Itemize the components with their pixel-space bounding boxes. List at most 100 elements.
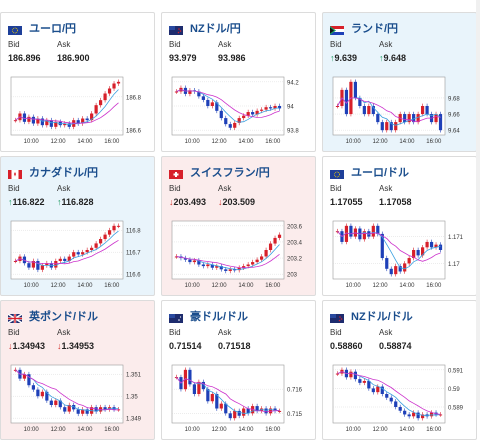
candle (264, 250, 268, 257)
pair-title-link[interactable]: ランド/円 (351, 23, 399, 35)
candle (54, 260, 58, 268)
candle (201, 264, 205, 267)
bid-label: Bid (169, 184, 181, 193)
candle (403, 263, 407, 272)
ask-label: Ask (57, 328, 71, 337)
candle (103, 234, 107, 240)
candle (425, 106, 429, 115)
candle (224, 269, 228, 271)
bid-value: ↓203.493 (169, 197, 206, 207)
rate-card-eurjpy[interactable]: ユーロ/円 Bid Ask 186.896 186.900 186.8 186.6 10:00… (0, 12, 155, 152)
candle (54, 400, 58, 405)
ma-long-line (176, 253, 280, 269)
rate-card-zarjpy[interactable]: ランド/円 Bid Ask ↑9.639 ↑9.648 9.68 9.66 9.64 10:00… (322, 12, 477, 152)
flag-icon (8, 166, 22, 179)
candle (219, 403, 223, 409)
x-tick-label: 10:00 (346, 139, 362, 145)
flag-icon (7, 310, 23, 324)
candle (90, 113, 94, 121)
rate-card-nzdjpy[interactable]: NZドル/円 Bid Ask 93.979 93.986 94.2 94 93.8 10:00 1… (161, 12, 316, 152)
candle (188, 369, 192, 385)
candle (416, 114, 420, 123)
candle (45, 263, 49, 266)
candle (362, 380, 366, 383)
y-tick-label: 1.35 (126, 395, 138, 401)
ask-value: 1.17058 (379, 197, 412, 207)
candle (273, 106, 277, 109)
ma-long-line (15, 239, 119, 265)
candle (228, 124, 232, 128)
candle (201, 381, 205, 390)
pair-title-link[interactable]: NZドル/円 (190, 23, 241, 35)
arrow-down-icon: ↓ (57, 341, 62, 351)
candle (224, 118, 228, 125)
rate-card-nzdusd[interactable]: NZドル/ドル Bid Ask 0.58860 0.58874 0.591 0.59 0.58… (322, 300, 477, 440)
arrow-down-icon: ↓ (8, 341, 13, 351)
bid-value: 93.979 (169, 53, 197, 63)
candle (438, 114, 443, 131)
pair-title-link[interactable]: 豪ドル/ドル (190, 311, 249, 323)
y-tick-label: 9.64 (448, 129, 460, 135)
candle (40, 265, 44, 270)
ask-label: Ask (57, 40, 71, 49)
ma-long-line (176, 89, 280, 118)
ask-label: Ask (379, 40, 393, 49)
candle (197, 260, 201, 265)
mini-chart: 9.68 9.66 9.64 10:00 12:00 14:00 16:00 (332, 76, 460, 145)
x-tick-label: 16:00 (426, 427, 442, 433)
candle (376, 114, 380, 123)
candle (197, 381, 201, 394)
pair-title-link[interactable]: カナダドル/円 (29, 167, 99, 179)
y-tick-label: 1.17 (448, 262, 460, 268)
rate-card-gbpusd[interactable]: 英ポンド/ドル Bid Ask ↓1.34943 ↓1.34953 1.351 1.35 1.… (0, 300, 155, 440)
candle (210, 394, 214, 402)
scrollbar[interactable] (476, 0, 480, 410)
bid-value: 0.71514 (169, 341, 202, 351)
x-tick-label: 12:00 (51, 427, 67, 433)
candle (421, 247, 425, 256)
rate-card-chfjpy[interactable]: スイスフラン/円 Bid Ask ↓203.493 ↓203.509 203.6 203.4… (161, 156, 316, 296)
rate-card-cadjpy[interactable]: カナダドル/円 Bid Ask ↑116.822 ↑116.828 116.8 116.7 1… (0, 156, 155, 296)
candle (242, 266, 246, 268)
x-tick-label: 14:00 (399, 427, 415, 433)
x-tick-label: 14:00 (238, 139, 254, 145)
rate-card-audusd[interactable]: 豪ドル/ドル Bid Ask 0.71514 0.71518 0.716 0.715 10:0… (161, 300, 316, 440)
y-tick-label: 203.4 (287, 240, 303, 246)
bid-value: 0.58860 (330, 341, 363, 351)
x-tick-label: 12:00 (51, 139, 67, 145)
candle (99, 239, 103, 244)
candle (376, 386, 380, 393)
candle (358, 379, 362, 383)
candle (13, 120, 18, 122)
arrow-up-icon: ↑ (57, 197, 62, 207)
pair-title-link[interactable]: スイスフラン/円 (190, 167, 270, 179)
candle (434, 244, 438, 248)
ma-long-line (15, 102, 119, 124)
x-tick-label: 16:00 (104, 139, 120, 145)
candle (335, 106, 340, 107)
candle (174, 256, 179, 258)
x-tick-label: 16:00 (104, 283, 120, 289)
x-tick-label: 16:00 (104, 427, 120, 433)
x-tick-label: 12:00 (373, 427, 389, 433)
pair-title-link[interactable]: NZドル/ドル (351, 311, 413, 323)
candle (40, 118, 44, 126)
mini-chart: 0.591 0.59 0.589 10:00 12:00 14:00 16:00 (332, 364, 464, 433)
candle (67, 404, 71, 412)
pair-title-link[interactable]: 英ポンド/ドル (29, 311, 99, 323)
candle (264, 107, 268, 110)
candle (385, 122, 389, 131)
candle (394, 401, 398, 408)
x-tick-label: 16:00 (265, 427, 281, 433)
candle (233, 410, 237, 419)
ask-value: 93.986 (218, 53, 246, 63)
candle (407, 258, 411, 264)
candle (362, 106, 366, 115)
mini-chart: 116.8 116.7 116.6 10:00 12:00 14:00 16:00 (10, 220, 141, 289)
pair-title-link[interactable]: ユーロ/ドル (351, 167, 410, 179)
x-tick-label: 12:00 (373, 283, 389, 289)
ma-long-line (337, 97, 441, 122)
rate-card-eurusd[interactable]: ユーロ/ドル Bid Ask 1.17055 1.17058 1.171 1.17 10:00… (322, 156, 477, 296)
bid-label: Bid (8, 40, 20, 49)
pair-title-link[interactable]: ユーロ/円 (29, 23, 77, 35)
